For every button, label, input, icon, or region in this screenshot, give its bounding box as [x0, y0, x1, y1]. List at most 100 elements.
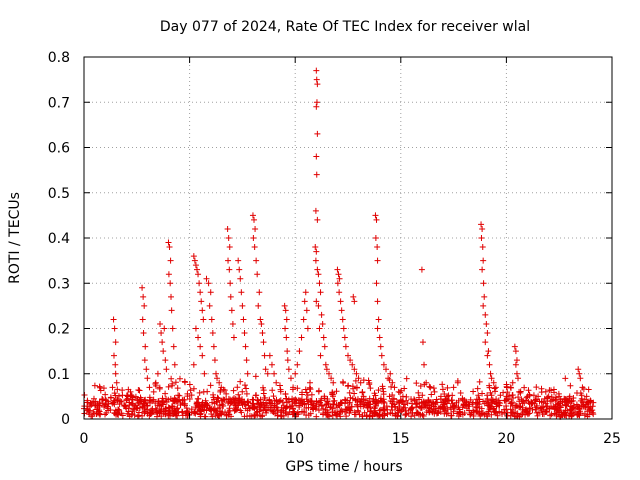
roti-point [284, 357, 291, 364]
roti-noise-point [156, 402, 163, 409]
roti-point [254, 271, 261, 278]
roti-noise-point [156, 409, 163, 416]
roti-point [140, 293, 147, 300]
x-axis-label: GPS time / hours [285, 459, 402, 475]
roti-point [575, 366, 582, 373]
roti-point [209, 330, 216, 337]
y-tick-label: 0.6 [48, 141, 70, 157]
roti-noise-point [203, 402, 210, 409]
roti-point [190, 253, 197, 260]
roti-point [478, 221, 485, 228]
roti-noise-point [294, 385, 301, 392]
roti-point [377, 343, 384, 350]
roti-noise-point [122, 402, 129, 409]
roti-noise-point [141, 405, 148, 412]
roti-noise-point [186, 381, 193, 388]
roti-noise-point [475, 401, 482, 408]
roti-noise-point [380, 406, 387, 413]
roti-point [357, 379, 364, 386]
roti-point [237, 275, 244, 282]
roti-point [339, 316, 346, 323]
roti-noise-point [349, 383, 356, 390]
roti-noise-point [346, 407, 353, 414]
roti-noise-point [361, 409, 368, 416]
roti-point [142, 343, 149, 350]
roti-point [374, 298, 381, 305]
roti-noise-point [379, 385, 386, 392]
roti-noise-point [303, 405, 310, 412]
roti-point [242, 343, 249, 350]
roti-point [345, 352, 351, 359]
roti-noise-point [102, 411, 109, 418]
roti-noise-point [472, 403, 479, 410]
roti-noise-point [360, 377, 367, 384]
roti-point [479, 225, 486, 232]
roti-point [350, 293, 357, 300]
roti-noise-point [503, 381, 510, 388]
roti-point [197, 343, 204, 350]
roti-noise-point [527, 405, 534, 412]
roti-noise-point [585, 398, 592, 405]
roti-point [159, 339, 166, 346]
roti-noise-point [190, 385, 197, 392]
roti-point [322, 361, 329, 368]
roti-noise-point [432, 400, 439, 407]
roti-point [312, 244, 319, 251]
roti-point [484, 330, 491, 337]
roti-noise-point [156, 385, 163, 392]
roti-noise-point [425, 402, 432, 409]
roti-point [535, 393, 542, 400]
roti-noise-point [562, 375, 569, 382]
roti-point [490, 379, 497, 386]
roti-noise-point [327, 404, 334, 411]
roti-noise-point [525, 387, 532, 394]
roti-point [423, 379, 430, 386]
roti-noise-point [119, 387, 126, 394]
roti-noise-point [487, 389, 494, 396]
roti-point [320, 334, 327, 341]
roti-point [244, 370, 251, 377]
roti-noise-point [84, 399, 91, 406]
roti-noise-point [112, 397, 119, 404]
roti-noise-point [159, 395, 166, 402]
roti-noise-point [255, 401, 262, 408]
roti-point [389, 379, 396, 386]
roti-noise-point [283, 395, 290, 402]
roti-noise-point [582, 404, 589, 411]
x-tick-label: 25 [603, 431, 621, 447]
roti-noise-point [417, 383, 424, 390]
roti-noise-point [541, 395, 548, 402]
roti-point [255, 302, 262, 309]
roti-noise-point [567, 382, 574, 389]
roti-noise-point [144, 410, 151, 417]
roti-noise-point [402, 410, 409, 417]
roti-noise-point [318, 395, 325, 402]
roti-noise-point [260, 390, 267, 397]
roti-point [193, 266, 200, 273]
roti-noise-point [509, 409, 516, 416]
roti-point [374, 325, 381, 332]
x-tick-label: 5 [185, 431, 194, 447]
roti-noise-point [136, 387, 143, 394]
roti-noise-point [550, 403, 557, 410]
roti-noise-point [486, 382, 493, 389]
roti-noise-point [236, 395, 243, 402]
roti-noise-point [160, 397, 167, 404]
roti-noise-point [590, 399, 597, 406]
roti-noise-point [448, 412, 455, 419]
roti-point [576, 370, 583, 377]
roti-point [239, 302, 246, 309]
roti-noise-point [495, 399, 502, 406]
roti-noise-point [217, 408, 224, 415]
y-tick-label: 0.2 [48, 322, 70, 338]
roti-noise-point [470, 388, 477, 395]
roti-noise-point [461, 409, 468, 416]
roti-noise-point [435, 405, 442, 412]
roti-noise-point [163, 398, 170, 405]
roti-point [257, 316, 264, 323]
roti-noise-point [517, 389, 524, 396]
roti-noise-point [303, 412, 310, 419]
roti-noise-point [346, 399, 353, 406]
roti-noise-point [354, 407, 361, 414]
roti-point [482, 339, 489, 346]
